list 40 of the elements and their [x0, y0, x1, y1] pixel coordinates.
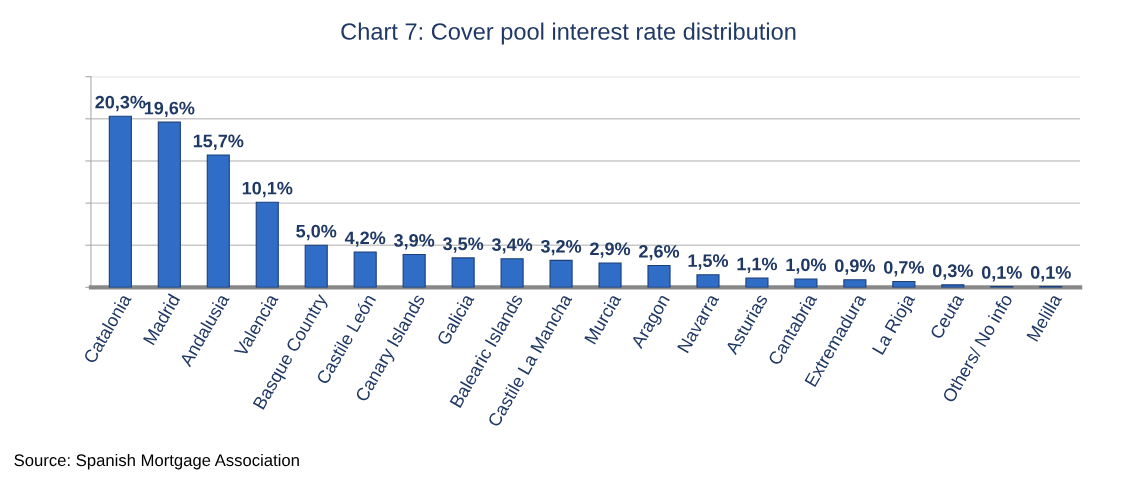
data-label: 2,6% — [639, 244, 680, 261]
data-label: 15,7% — [193, 134, 244, 150]
bar — [157, 121, 181, 288]
data-label: 2,9% — [590, 242, 631, 258]
data-label: 1,5% — [688, 254, 729, 270]
data-label: 0,1% — [1030, 266, 1071, 282]
data-label: 19,6% — [144, 101, 195, 118]
data-label: 3,5% — [442, 237, 484, 253]
bar — [304, 244, 328, 288]
bar — [500, 258, 524, 288]
bar — [843, 279, 867, 288]
data-label: 20,3% — [95, 95, 146, 112]
data-label: 3,9% — [394, 234, 435, 250]
bar — [108, 115, 132, 288]
bar — [206, 154, 230, 288]
data-label: 4,2% — [344, 231, 386, 247]
bar — [598, 262, 622, 288]
chart-title: Chart 7: Cover pool interest rate distribution — [341, 22, 796, 45]
data-label: 1,0% — [786, 258, 827, 274]
data-label: 10,1% — [242, 181, 293, 198]
data-label: 0,3% — [932, 264, 973, 280]
bar — [892, 280, 916, 288]
bar — [647, 264, 671, 288]
bar — [353, 251, 377, 288]
data-label: 3,4% — [491, 238, 533, 254]
data-label: 0,1% — [981, 266, 1022, 282]
data-label: 1,1% — [737, 257, 778, 274]
bar — [255, 201, 279, 288]
bar — [549, 259, 573, 288]
bar — [696, 274, 720, 288]
bar — [451, 257, 475, 288]
bar — [941, 284, 965, 288]
data-label: 0,7% — [884, 260, 924, 277]
bar — [745, 277, 769, 288]
data-label: 0,9% — [835, 259, 875, 275]
source-note: Source: Spanish Mortgage Association — [14, 453, 299, 470]
data-label: 3,2% — [540, 239, 582, 256]
data-label: 5,0% — [296, 224, 337, 241]
bar — [402, 253, 426, 288]
bar — [794, 278, 818, 288]
